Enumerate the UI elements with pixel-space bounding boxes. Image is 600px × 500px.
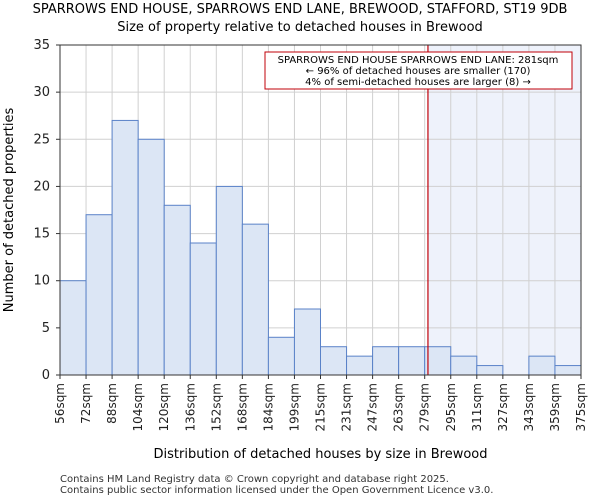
bar [554, 365, 582, 376]
bar [320, 346, 348, 376]
chart-subtitle: Size of property relative to detached ho… [117, 20, 483, 35]
y-tick-label: 10 [33, 274, 50, 289]
bar [424, 346, 452, 376]
y-tick-label: 20 [33, 179, 50, 194]
annotation-border [264, 51, 573, 90]
x-tick-label: 184sqm [261, 383, 275, 431]
annotation-line: SPARROWS END HOUSE SPARROWS END LANE: 28… [278, 55, 559, 66]
bar [267, 336, 295, 376]
x-tick-label: 359sqm [548, 383, 562, 431]
highlight-region [427, 45, 581, 375]
bar [476, 365, 504, 376]
bar [85, 214, 113, 376]
x-tick-label: 104sqm [131, 383, 145, 431]
y-tick-label: 25 [33, 132, 50, 147]
y-tick-label: 35 [33, 38, 50, 53]
x-tick-label: 343sqm [522, 383, 536, 431]
bar [293, 308, 322, 376]
bar [137, 138, 165, 376]
x-tick-label: 327sqm [496, 383, 510, 431]
y-tick-label: 15 [33, 227, 50, 242]
bar [346, 355, 374, 376]
x-tick-label: 56sqm [53, 383, 67, 424]
x-tick-label: 231sqm [340, 383, 354, 431]
annotation-line: 4% of semi-detached houses are larger (8… [305, 77, 531, 88]
x-tick-label: 375sqm [574, 383, 588, 431]
x-tick-label: 279sqm [418, 383, 432, 431]
y-tick-label: 30 [33, 85, 50, 100]
x-tick-label: 136sqm [183, 383, 197, 431]
x-tick-label: 263sqm [392, 383, 406, 431]
y-axis-label: Number of detached properties [2, 108, 17, 313]
y-tick-label: 5 [42, 321, 50, 336]
bar [215, 185, 243, 376]
x-tick-label: 168sqm [235, 383, 249, 431]
bar [163, 204, 191, 376]
x-tick-label: 295sqm [444, 383, 458, 431]
x-tick-label: 120sqm [157, 383, 171, 431]
x-tick-label: 88sqm [105, 383, 119, 424]
x-tick-label: 215sqm [314, 383, 328, 431]
bar [189, 242, 217, 376]
x-tick-label: 199sqm [287, 383, 301, 431]
bar [450, 355, 478, 376]
bar [59, 280, 87, 376]
chart-title: SPARROWS END HOUSE, SPARROWS END LANE, B… [32, 2, 568, 17]
x-tick-label: 72sqm [79, 383, 93, 424]
x-tick-label: 152sqm [209, 383, 223, 431]
annotation-line: ← 96% of detached houses are smaller (17… [306, 66, 531, 77]
y-tick-label: 0 [42, 368, 50, 383]
x-tick-label: 247sqm [366, 383, 380, 431]
bar [528, 355, 556, 376]
bar [398, 346, 426, 376]
annotation-box: SPARROWS END HOUSE SPARROWS END LANE: 28… [264, 51, 573, 90]
x-tick-label: 311sqm [470, 383, 484, 431]
x-axis-label: Distribution of detached houses by size … [154, 447, 488, 462]
bar [111, 119, 139, 376]
footer-attribution-2: Contains public sector information licen… [60, 485, 494, 496]
bar [372, 346, 400, 376]
bar [241, 223, 269, 376]
footer-attribution-1: Contains HM Land Registry data © Crown c… [60, 474, 449, 485]
